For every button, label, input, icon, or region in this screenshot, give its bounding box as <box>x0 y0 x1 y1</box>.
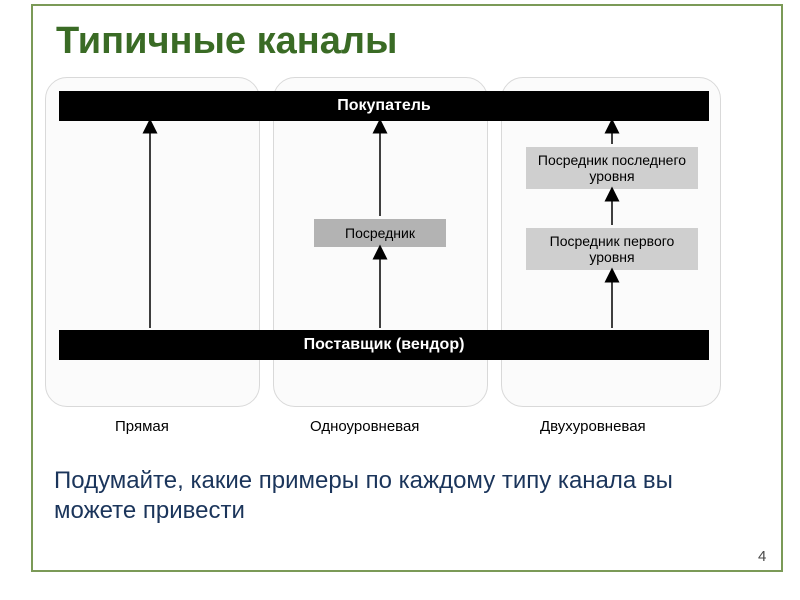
column-label: Двухуровневая <box>540 418 646 435</box>
slide-title: Типичные каналы <box>56 20 397 63</box>
intermediary-node: Посредник последнего уровня <box>526 147 698 189</box>
page-number: 4 <box>758 548 766 565</box>
column-label: Одноуровневая <box>310 418 419 435</box>
band: Поставщик (вендор) <box>59 330 709 360</box>
intermediary-node: Посредник первого уровня <box>526 228 698 270</box>
question-text: Подумайте, какие примеры по каждому типу… <box>54 466 734 526</box>
band: Покупатель <box>59 91 709 121</box>
column-label: Прямая <box>115 418 169 435</box>
intermediary-node: Посредник <box>314 219 446 247</box>
